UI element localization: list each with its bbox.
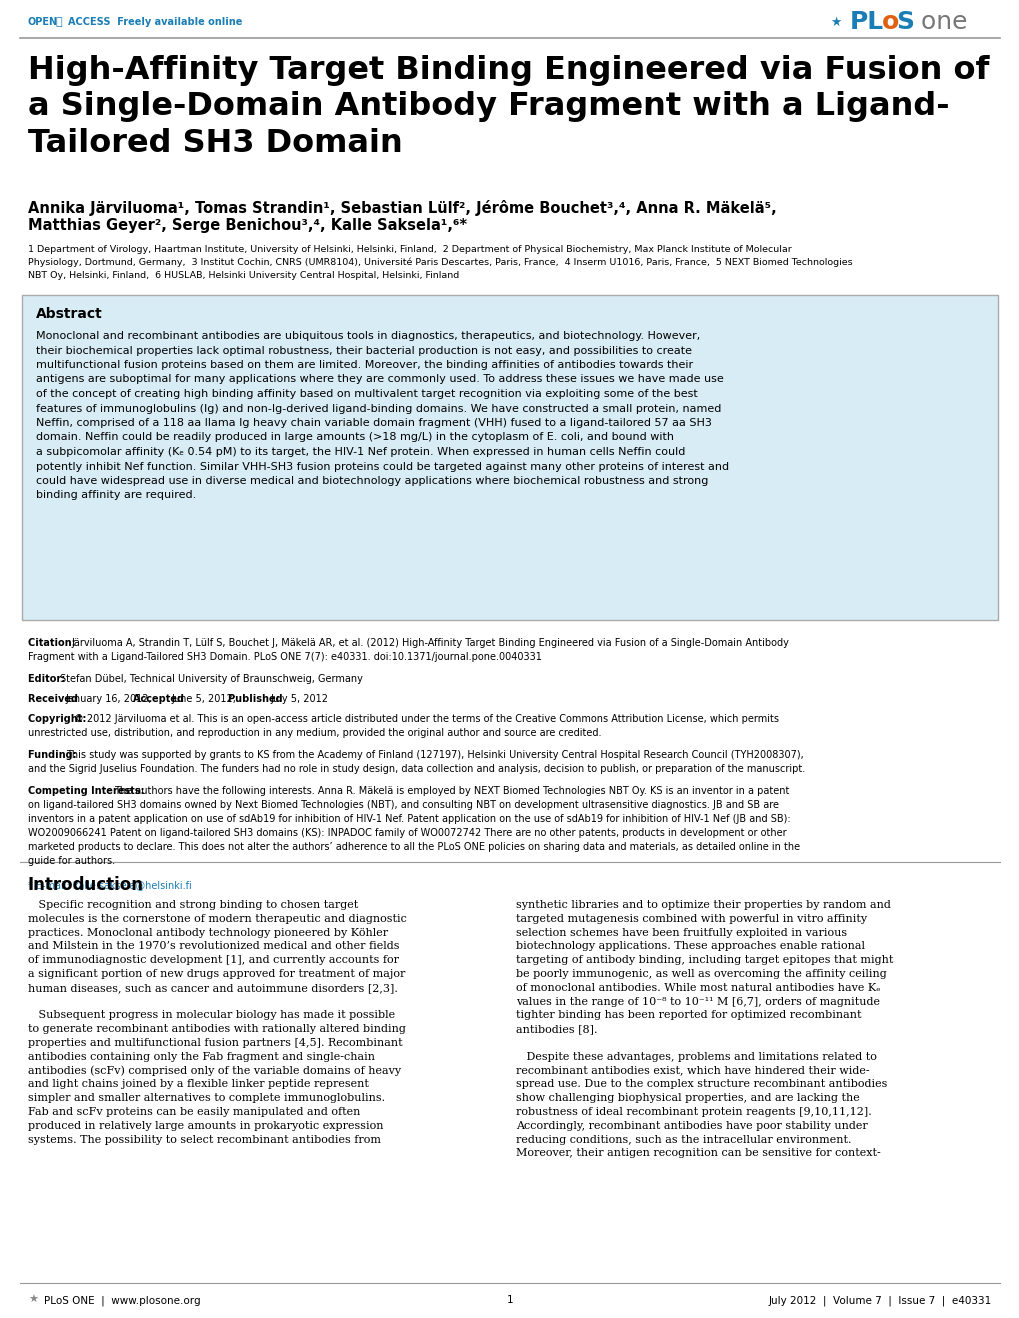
Text: spread use. Due to the complex structure recombinant antibodies: spread use. Due to the complex structure… [516,1079,887,1090]
FancyBboxPatch shape [22,295,997,619]
Text: The authors have the following interests. Anna R. Mäkelä is employed by NEXT Bio: The authors have the following interests… [114,786,789,796]
Text: PLoS ONE  |  www.plosone.org: PLoS ONE | www.plosone.org [44,1296,201,1306]
Text: Editor:: Editor: [28,673,68,684]
Text: binding affinity are required.: binding affinity are required. [36,490,196,501]
Text: marketed products to declare. This does not alter the authors’ adherence to all : marketed products to declare. This does … [28,842,799,851]
Text: show challenging biophysical properties, and are lacking the: show challenging biophysical properties,… [516,1093,859,1103]
Text: June 5, 2012;: June 5, 2012; [171,695,238,704]
Text: Järviluoma A, Strandin T, Lülf S, Bouchet J, Mäkelä AR, et al. (2012) High-Affin: Järviluoma A, Strandin T, Lülf S, Bouche… [71,638,788,648]
Text: of immunodiagnostic development [1], and currently accounts for: of immunodiagnostic development [1], and… [28,956,398,965]
Text: 1: 1 [506,1296,513,1305]
Text: one: one [912,11,967,34]
Text: reducing conditions, such as the intracellular environment.: reducing conditions, such as the intrace… [516,1135,851,1144]
Text: Despite these advantages, problems and limitations related to: Despite these advantages, problems and l… [516,1052,876,1062]
Text: molecules is the cornerstone of modern therapeutic and diagnostic: molecules is the cornerstone of modern t… [28,913,407,924]
Text: July 2012  |  Volume 7  |  Issue 7  |  e40331: July 2012 | Volume 7 | Issue 7 | e40331 [768,1296,991,1306]
Text: Neffin, comprised of a 118 aa llama Ig heavy chain variable domain fragment (VHH: Neffin, comprised of a 118 aa llama Ig h… [36,418,711,428]
Text: Citation:: Citation: [28,638,78,648]
Text: multifunctional fusion proteins based on them are limited. Moreover, the binding: multifunctional fusion proteins based on… [36,360,693,370]
Text: antibodies (scFv) comprised only of the variable domains of heavy: antibodies (scFv) comprised only of the … [28,1065,400,1077]
Text: Monoclonal and recombinant antibodies are ubiquitous tools in diagnostics, thera: Monoclonal and recombinant antibodies ar… [36,331,700,341]
Text: Specific recognition and strong binding to chosen target: Specific recognition and strong binding … [28,900,358,909]
Text: selection schemes have been fruitfully exploited in various: selection schemes have been fruitfully e… [516,928,847,937]
Text: ACCESS  Freely available online: ACCESS Freely available online [68,17,243,26]
Text: © 2012 Järviluoma et al. This is an open-access article distributed under the te: © 2012 Järviluoma et al. This is an open… [74,714,779,724]
Text: Accepted: Accepted [132,695,187,704]
Text: synthetic libraries and to optimize their properties by random and: synthetic libraries and to optimize thei… [516,900,890,909]
Text: biotechnology applications. These approaches enable rational: biotechnology applications. These approa… [516,941,864,952]
Text: targeting of antibody binding, including target epitopes that might: targeting of antibody binding, including… [516,956,893,965]
Text: Annika Järviluoma¹, Tomas Strandin¹, Sebastian Lülf², Jérôme Bouchet³,⁴, Anna R.: Annika Järviluoma¹, Tomas Strandin¹, Seb… [28,200,776,216]
Text: July 5, 2012: July 5, 2012 [270,695,328,704]
Text: Competing Interests:: Competing Interests: [28,786,148,796]
Text: be poorly immunogenic, as well as overcoming the affinity ceiling: be poorly immunogenic, as well as overco… [516,969,886,979]
Text: January 16, 2012;: January 16, 2012; [65,695,155,704]
Text: targeted mutagenesis combined with powerful in vitro affinity: targeted mutagenesis combined with power… [516,913,866,924]
Text: of the concept of creating high binding affinity based on multivalent target rec: of the concept of creating high binding … [36,389,697,399]
Text: recombinant antibodies exist, which have hindered their wide-: recombinant antibodies exist, which have… [516,1065,869,1075]
Text: 1 Department of Virology, Haartman Institute, University of Helsinki, Helsinki, : 1 Department of Virology, Haartman Insti… [28,245,852,279]
Text: * E-mail: kalle.saksela@helsinki.fi: * E-mail: kalle.saksela@helsinki.fi [28,880,192,890]
Text: Accordingly, recombinant antibodies have poor stability under: Accordingly, recombinant antibodies have… [516,1120,867,1131]
Text: Published: Published [228,695,285,704]
Text: Fragment with a Ligand-Tailored SH3 Domain. PLoS ONE 7(7): e40331. doi:10.1371/j: Fragment with a Ligand-Tailored SH3 Doma… [28,652,541,662]
Text: Abstract: Abstract [36,307,103,322]
Text: ⚿: ⚿ [56,17,62,26]
Text: unrestricted use, distribution, and reproduction in any medium, provided the ori: unrestricted use, distribution, and repr… [28,728,601,738]
Text: and Milstein in the 1970’s revolutionized medical and other fields: and Milstein in the 1970’s revolutionize… [28,941,399,952]
Text: a subpicomolar affinity (Kₑ 0.54 pM) to its target, the HIV-1 Nef protein. When : a subpicomolar affinity (Kₑ 0.54 pM) to … [36,447,685,457]
Text: practices. Monoclonal antibody technology pioneered by Köhler: practices. Monoclonal antibody technolog… [28,928,388,937]
Text: Subsequent progress in molecular biology has made it possible: Subsequent progress in molecular biology… [28,1011,394,1020]
Text: systems. The possibility to select recombinant antibodies from: systems. The possibility to select recom… [28,1135,381,1144]
Text: human diseases, such as cancer and autoimmune disorders [2,3].: human diseases, such as cancer and autoi… [28,983,397,992]
Text: antibodies containing only the Fab fragment and single-chain: antibodies containing only the Fab fragm… [28,1052,375,1062]
Text: on ligand-tailored SH3 domains owned by Next Biomed Technologies (NBT), and cons: on ligand-tailored SH3 domains owned by … [28,800,779,811]
Text: High-Affinity Target Binding Engineered via Fusion of
a Single-Domain Antibody F: High-Affinity Target Binding Engineered … [28,55,988,158]
Text: S: S [895,11,913,34]
Text: produced in relatively large amounts in prokaryotic expression: produced in relatively large amounts in … [28,1120,383,1131]
Text: features of immunoglobulins (Ig) and non-Ig-derived ligand-binding domains. We h: features of immunoglobulins (Ig) and non… [36,403,720,414]
Text: values in the range of 10⁻⁸ to 10⁻¹¹ M [6,7], orders of magnitude: values in the range of 10⁻⁸ to 10⁻¹¹ M [… [516,996,879,1007]
Text: Moreover, their antigen recognition can be sensitive for context-: Moreover, their antigen recognition can … [516,1148,879,1159]
Text: WO2009066241 Patent on ligand-tailored SH3 domains (KS): INPADOC family of WO007: WO2009066241 Patent on ligand-tailored S… [28,828,786,838]
Text: PL: PL [849,11,883,34]
Text: potently inhibit Nef function. Similar VHH-SH3 fusion proteins could be targeted: potently inhibit Nef function. Similar V… [36,461,729,472]
Text: inventors in a patent application on use of sdAb19 for inhibition of HIV-1 Nef. : inventors in a patent application on use… [28,815,790,824]
Text: Matthias Geyer², Serge Benichou³,⁴, Kalle Saksela¹,⁶*: Matthias Geyer², Serge Benichou³,⁴, Kall… [28,217,467,233]
Text: robustness of ideal recombinant protein reagents [9,10,11,12].: robustness of ideal recombinant protein … [516,1107,871,1116]
Text: of monoclonal antibodies. While most natural antibodies have Kₑ: of monoclonal antibodies. While most nat… [516,983,879,992]
Text: ★: ★ [28,1296,38,1305]
Text: their biochemical properties lack optimal robustness, their bacterial production: their biochemical properties lack optima… [36,345,691,356]
Text: Copyright:: Copyright: [28,714,90,724]
Text: Stefan Dübel, Technical University of Braunschweig, Germany: Stefan Dübel, Technical University of Br… [60,673,363,684]
Text: o: o [881,11,899,34]
Text: and light chains joined by a flexible linker peptide represent: and light chains joined by a flexible li… [28,1079,369,1090]
Text: Received: Received [28,695,82,704]
Text: to generate recombinant antibodies with rationally altered binding: to generate recombinant antibodies with … [28,1024,406,1035]
Text: This study was supported by grants to KS from the Academy of Finland (127197), H: This study was supported by grants to KS… [66,750,803,760]
Text: properties and multifunctional fusion partners [4,5]. Recombinant: properties and multifunctional fusion pa… [28,1039,403,1048]
Text: a significant portion of new drugs approved for treatment of major: a significant portion of new drugs appro… [28,969,405,979]
Text: Fab and scFv proteins can be easily manipulated and often: Fab and scFv proteins can be easily mani… [28,1107,360,1116]
Text: Funding:: Funding: [28,750,79,760]
Text: domain. Neffin could be readily produced in large amounts (>18 mg/L) in the cyto: domain. Neffin could be readily produced… [36,432,674,443]
Text: simpler and smaller alternatives to complete immunoglobulins.: simpler and smaller alternatives to comp… [28,1093,385,1103]
Text: ★: ★ [829,16,841,29]
Text: antigens are suboptimal for many applications where they are commonly used. To a: antigens are suboptimal for many applica… [36,374,723,385]
Text: and the Sigrid Juselius Foundation. The funders had no role in study design, dat: and the Sigrid Juselius Foundation. The … [28,764,804,774]
Text: antibodies [8].: antibodies [8]. [516,1024,597,1035]
Text: guide for authors.: guide for authors. [28,855,115,866]
Text: OPEN: OPEN [28,17,58,26]
Text: could have widespread use in diverse medical and biotechnology applications wher: could have widespread use in diverse med… [36,476,707,486]
Text: tighter binding has been reported for optimized recombinant: tighter binding has been reported for op… [516,1011,861,1020]
Text: Introduction: Introduction [28,876,144,894]
